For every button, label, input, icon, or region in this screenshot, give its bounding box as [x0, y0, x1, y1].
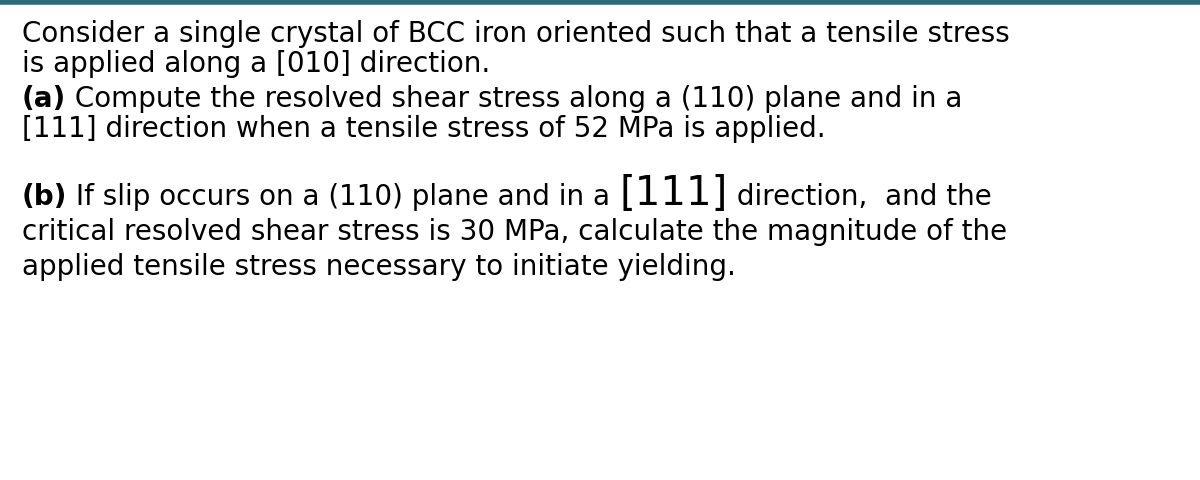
Text: Consider a single crystal of BCC iron oriented such that a tensile stress: Consider a single crystal of BCC iron or… — [22, 20, 1009, 48]
Text: If slip occurs on a (110) plane and in a: If slip occurs on a (110) plane and in a — [67, 183, 619, 211]
Text: is applied along a [010] direction.: is applied along a [010] direction. — [22, 50, 491, 78]
Text: [111]: [111] — [619, 174, 727, 214]
Text: [111] direction when a tensile stress of 52 MPa is applied.: [111] direction when a tensile stress of… — [22, 115, 826, 143]
Text: direction,  and the: direction, and the — [727, 183, 991, 211]
Text: applied tensile stress necessary to initiate yielding.: applied tensile stress necessary to init… — [22, 253, 736, 281]
Text: Compute the resolved shear stress along a (110) plane and in a: Compute the resolved shear stress along … — [66, 85, 962, 113]
Text: critical resolved shear stress is 30 MPa, calculate the magnitude of the: critical resolved shear stress is 30 MPa… — [22, 218, 1007, 246]
Text: (b): (b) — [22, 183, 67, 211]
Text: (a): (a) — [22, 85, 66, 113]
